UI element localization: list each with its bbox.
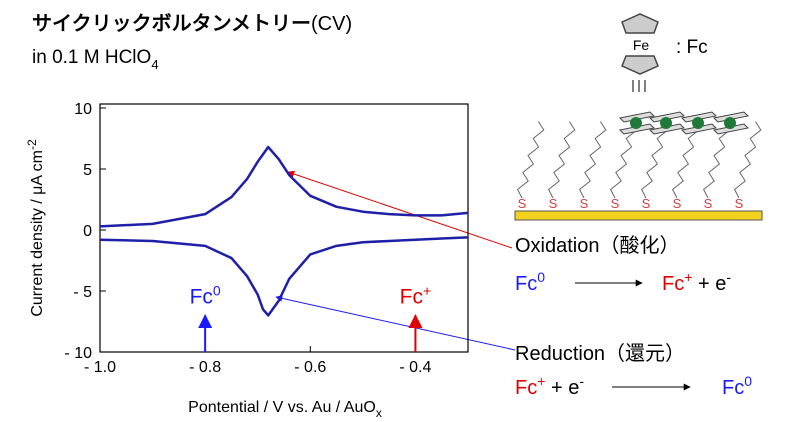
charge: + (537, 373, 545, 389)
y-tick-label: 0 (83, 223, 92, 240)
charge: + (684, 269, 692, 285)
equation-rhs: Fc+ + e- (662, 269, 731, 295)
annotation-text: Fc (190, 285, 213, 308)
species: + e (692, 273, 726, 295)
iron-label: Fe (633, 37, 650, 53)
x-axis-label: Pontential / V vs. Au / AuOx (188, 399, 382, 420)
x-axis-label-sub: x (376, 406, 382, 420)
species: Fc (515, 377, 537, 399)
y-axis-label-text: Current density / μA cm (29, 150, 46, 317)
y-tick-label: 10 (74, 101, 92, 118)
title-text: サイクリックボルタンメトリー (32, 12, 311, 35)
equation-rhs: Fc0 (722, 373, 752, 399)
sulfur-label: S (704, 196, 713, 211)
page: {"header": {"title": "サイクリックボルタンメトリー", "… (0, 0, 787, 422)
charge: 0 (744, 373, 752, 389)
annotation: Fc0 (190, 282, 221, 308)
x-tick-label: - 0.6 (294, 359, 326, 376)
species: Fc (722, 377, 744, 399)
y-axis-label-sup: -2 (25, 139, 39, 150)
y-axis-label: Current density / μA cm-2 (25, 139, 46, 317)
sulfur-label: S (580, 196, 589, 211)
cv-curve (100, 147, 468, 226)
species: Fc (662, 273, 684, 295)
equation-lhs: Fc0 (515, 269, 545, 295)
x-tick-label: - 1.0 (84, 359, 116, 376)
ferrocene-icon (622, 14, 658, 92)
subtitle: in 0.1 M HClO4 (32, 47, 159, 72)
alkyl-chain (580, 122, 606, 199)
sulfur-label: S (611, 196, 620, 211)
alkyl-chain (518, 122, 544, 199)
y-tick-label: 5 (83, 162, 92, 179)
sulfur-label: S (673, 196, 682, 211)
x-tick-label: - 0.4 (399, 359, 431, 376)
species: + e (545, 377, 579, 399)
sulfur-label: S (642, 196, 651, 211)
sulfur-label: S (735, 196, 744, 211)
species: Fc (515, 273, 537, 295)
alkyl-chain (735, 122, 761, 199)
sulfur-label: S (549, 196, 558, 211)
electrode (515, 211, 762, 220)
iron-atom (630, 117, 642, 129)
iron-atom (724, 117, 736, 129)
callout-arrow (276, 297, 515, 350)
iron-atom (660, 117, 672, 129)
equation-lhs: Fc+ + e- (515, 373, 584, 399)
callout-arrow (288, 172, 512, 248)
charge: - (579, 373, 584, 389)
reduction-label: Reduction（還元） (515, 342, 685, 365)
charge: - (726, 269, 731, 285)
annotation: Fc+ (400, 282, 432, 308)
x-axis-label-text: Pontential / V vs. Au / AuO (188, 399, 376, 416)
slide: サイクリックボルタンメトリー(CV) in 0.1 M HClO4 Fe : F… (0, 0, 787, 422)
title: サイクリックボルタンメトリー(CV) (32, 12, 352, 35)
title-suffix: (CV) (311, 13, 352, 35)
annotation-text: Fc (400, 285, 423, 308)
oxidation-label: Oxidation（酸化） (515, 234, 680, 257)
sulfur-label: S (518, 196, 527, 211)
charge: 0 (537, 269, 545, 285)
iron-atom (692, 117, 704, 129)
plot-frame (100, 104, 468, 352)
fc-label: : Fc (676, 37, 708, 58)
annotation-sup: + (423, 282, 431, 298)
x-tick-label: - 0.8 (189, 359, 221, 376)
annotation-sup: 0 (213, 282, 221, 298)
subtitle-sub: 4 (151, 57, 158, 72)
alkyl-chain (549, 122, 575, 199)
subtitle-text: in 0.1 M HClO (32, 47, 151, 68)
y-tick-label: - 5 (73, 284, 92, 301)
